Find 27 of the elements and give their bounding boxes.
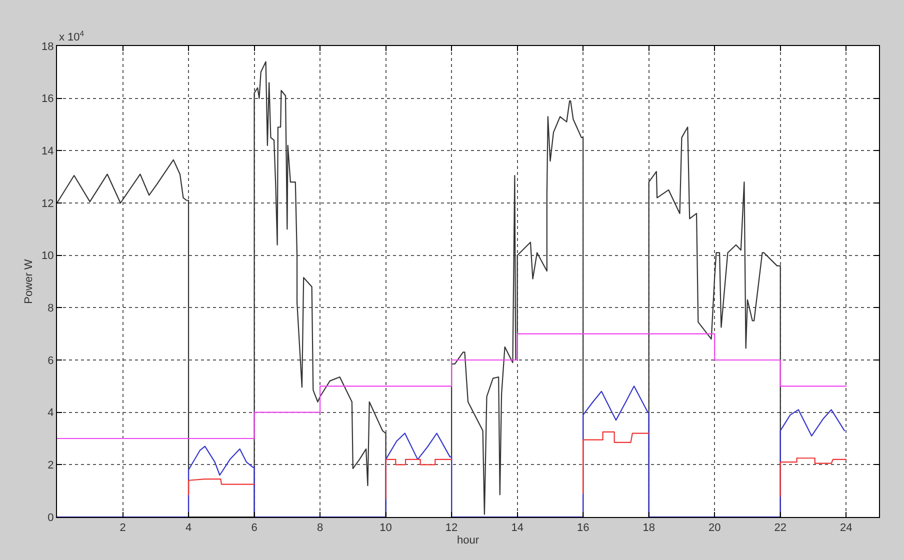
- x-tick-label: 24: [840, 522, 852, 534]
- x-tick-label: 20: [708, 522, 721, 534]
- line-series: [57, 333, 847, 440]
- y-tick-label: 10: [42, 250, 54, 262]
- y-tick-label: 4: [48, 407, 54, 420]
- y-tick-label: 18: [42, 40, 54, 53]
- y-tick-label: 16: [42, 93, 54, 106]
- y-tick-label: 12: [42, 198, 54, 210]
- y-tick-label: 14: [42, 146, 54, 158]
- x-tick-label: 22: [774, 522, 786, 534]
- x-tick-label: 2: [120, 522, 126, 534]
- line-series: [57, 386, 846, 517]
- x-tick-label: 12: [445, 522, 458, 534]
- x-tick-label: 6: [251, 522, 258, 534]
- x-axis-title: hour: [456, 534, 480, 546]
- y-tick-label: 8: [48, 302, 54, 315]
- x-tick-label: 8: [316, 522, 324, 534]
- y-axis-title: Power W: [23, 258, 36, 304]
- x-tick-label: 18: [642, 522, 655, 534]
- y-tick-label: 2: [48, 460, 54, 472]
- y-tick-label: 0: [48, 512, 54, 524]
- x-tick-label: 10: [380, 522, 392, 534]
- x-tick-label: 4: [185, 522, 192, 534]
- y-tick-label: 6: [48, 354, 54, 367]
- x-tick-label: 14: [511, 522, 524, 534]
- x-tick-label: 16: [576, 522, 590, 534]
- text: x 10$^{4}$: [59, 29, 85, 44]
